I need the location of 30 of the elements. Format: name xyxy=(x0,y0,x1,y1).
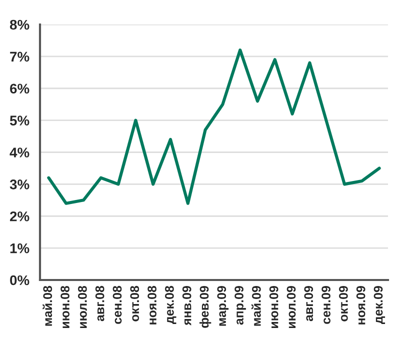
x-tick-label: июл.09 xyxy=(286,286,296,328)
x-tick-label: дек.08 xyxy=(165,286,176,324)
x-tick-label: май.09 xyxy=(251,286,261,326)
y-tick-label: 1% xyxy=(10,243,30,254)
x-tick-label: ноя.09 xyxy=(356,286,366,324)
x-tick-label: авг.09 xyxy=(304,286,314,322)
line-series xyxy=(47,48,381,205)
x-tick-label: июн.08 xyxy=(60,286,70,328)
x-tick-label: апр.09 xyxy=(234,286,246,325)
x-tick-label: авг.08 xyxy=(95,286,104,322)
y-tick-label: 7% xyxy=(10,52,30,62)
x-tick-label: июн.09 xyxy=(269,286,278,328)
x-tick-label: мар.09 xyxy=(217,286,229,326)
y-tick-label: 0% xyxy=(10,275,30,286)
x-tick-label: июл.08 xyxy=(78,286,87,328)
y-tick-label: 5% xyxy=(10,116,30,126)
x-tick-label: дек.09 xyxy=(374,286,386,324)
x-tick-label: окт.08 xyxy=(130,286,140,322)
x-tick-label: окт.09 xyxy=(339,286,348,322)
y-tick-label: 2% xyxy=(10,211,30,222)
x-tick-label: сен.08 xyxy=(112,286,122,324)
y-tick-label: 8% xyxy=(10,20,30,30)
y-tick-label: 6% xyxy=(10,84,30,94)
y-tick-label: 4% xyxy=(10,148,30,158)
x-tick-label: ноя.08 xyxy=(148,286,156,324)
x-tick-label: сен.09 xyxy=(322,286,330,324)
y-tick-label: 3% xyxy=(10,180,30,190)
x-tick-label: май.08 xyxy=(42,286,52,326)
x-tick-label: янв.09 xyxy=(182,286,192,326)
x-tick-label: фев.09 xyxy=(199,286,212,328)
